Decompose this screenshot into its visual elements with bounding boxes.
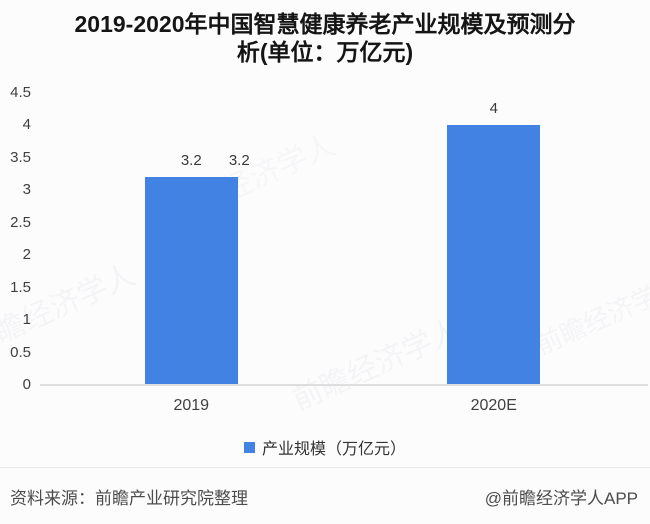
watermark-text: 前瞻经济学人 (531, 269, 650, 361)
credit-text: @前瞻经济学人APP (484, 488, 638, 508)
y-tick-label: 1.5 (10, 278, 31, 296)
bar-2019 (144, 177, 238, 385)
legend-swatch-icon (243, 441, 255, 453)
source-text: 资料来源：前瞻产业研究院整理 (10, 488, 248, 508)
value-label: 4 (489, 100, 498, 118)
y-tick-label: 4 (22, 116, 31, 134)
x-axis-line (40, 384, 648, 386)
watermark-text: 前瞻经济学人 (287, 313, 466, 417)
y-tick-label: 2 (22, 246, 31, 264)
bar-2020E (447, 125, 541, 385)
y-tick-label: 3 (22, 181, 31, 199)
y-tick-label: 0 (22, 376, 31, 393)
y-tick-label: 4.5 (10, 84, 31, 101)
x-tick-label: 2020E (470, 397, 517, 414)
x-tick-label: 2019 (173, 397, 210, 414)
ghost-value-label: 3.2 (228, 152, 250, 170)
legend-label: 产业规模（万亿元） (261, 441, 406, 458)
y-tick-label: 1 (22, 311, 31, 329)
footer: 资料来源：前瞻产业研究院整理 @前瞻经济学人APP (0, 467, 650, 524)
chart-title: 2019-2020年中国智慧健康养老产业规模及预测分析(单位：万亿元) (74, 11, 576, 65)
legend: 产业规模（万亿元） (0, 435, 650, 459)
value-label: 3.2 (180, 152, 202, 170)
y-tick-label: 2.5 (10, 213, 31, 231)
y-tick-label: 0.5 (10, 343, 31, 361)
y-tick-label: 3.5 (10, 148, 31, 166)
